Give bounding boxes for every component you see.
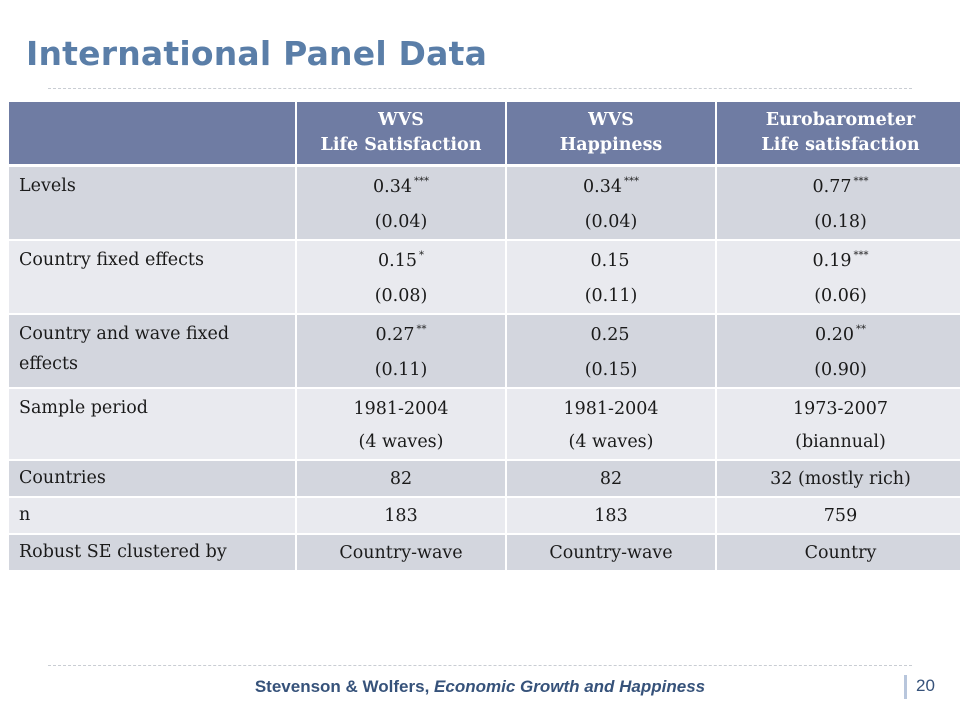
header-line: WVS [588, 110, 634, 130]
table-cell: 183 [506, 497, 717, 535]
significance-stars: ** [855, 324, 866, 335]
results-table: WVS Life Satisfaction WVS Happiness Euro… [9, 102, 960, 572]
row-label: Robust SE clustered by [9, 534, 297, 572]
header-cell-wvs-happiness: WVS Happiness [506, 102, 717, 167]
coefficient: 0.15 [590, 251, 630, 271]
header-cell-wvs-life-satisfaction: WVS Life Satisfaction [296, 102, 507, 167]
table-cell: 1981-2004 (4 waves) [296, 388, 507, 461]
footer-book-title: Economic Growth and Happiness [434, 677, 706, 696]
row-label: Country fixed effects [9, 240, 297, 315]
coefficient: 0.34 [373, 177, 412, 197]
table-cell: Country-wave [506, 534, 717, 572]
significance-stars: *** [413, 176, 429, 187]
table-row: Country fixed effects 0.15 * (0.08) 0.15 (0… [9, 240, 960, 315]
table-cell: 0.25 (0.15) [506, 314, 717, 389]
table-cell: 82 [506, 460, 717, 498]
table-cell: 0.19 *** (0.06) [716, 240, 960, 315]
significance-stars: * [418, 250, 424, 261]
table-row: Countries 82 82 32 (mostly rich) [9, 460, 960, 498]
standard-error: (0.04) [584, 212, 638, 232]
standard-error: (0.04) [374, 212, 428, 232]
coefficient: 0.27 [375, 325, 415, 345]
table-row: n 183 183 759 [9, 497, 960, 535]
row-label: Levels [9, 165, 297, 241]
significance-stars: *** [853, 250, 869, 261]
standard-error: (0.15) [584, 360, 638, 380]
period-range: 1973-2007 [793, 399, 888, 419]
period-range: 1981-2004 [353, 399, 449, 419]
table-cell: 82 [296, 460, 507, 498]
table-cell: 0.15 * (0.08) [296, 240, 507, 315]
header-cell-eurobarometer: Eurobarometer Life satisfaction [716, 102, 960, 167]
row-label: n [9, 497, 297, 535]
footer-citation: Stevenson & Wolfers, Economic Growth and… [0, 677, 960, 697]
header-line: Eurobarometer [765, 110, 916, 130]
header-line: Happiness [559, 135, 663, 155]
coefficient: 0.15 [378, 251, 417, 271]
significance-stars: *** [623, 176, 639, 187]
header-line: WVS [378, 110, 424, 130]
table-header-row: WVS Life Satisfaction WVS Happiness Euro… [9, 102, 960, 167]
coefficient: 0.20 [815, 325, 854, 345]
period-note: (biannual) [795, 432, 886, 452]
significance-stars: *** [853, 176, 869, 187]
table-cell: 0.20 ** (0.90) [716, 314, 960, 389]
header-line: Life satisfaction [761, 135, 920, 155]
coefficient: 0.77 [812, 177, 852, 197]
table-row: Robust SE clustered by Country-wave Coun… [9, 534, 960, 572]
page-number-bar [904, 675, 907, 699]
standard-error: (0.11) [584, 286, 638, 306]
table-row: Sample period 1981-2004 (4 waves) 1981-20… [9, 388, 960, 461]
table-cell: 0.34 *** (0.04) [506, 165, 717, 241]
table-cell: 759 [716, 497, 960, 535]
table-cell: 0.34 *** (0.04) [296, 165, 507, 241]
standard-error: (0.90) [814, 360, 867, 380]
standard-error: (0.06) [814, 286, 867, 306]
table-cell: 0.15 (0.11) [506, 240, 717, 315]
significance-stars: ** [416, 324, 427, 335]
table-row: Country and wave fixed effects 0.27 ** (0.… [9, 314, 960, 389]
table-cell: 32 (mostly rich) [716, 460, 960, 498]
footer-authors: Stevenson & Wolfers, [254, 677, 430, 696]
table-row: Levels 0.34 *** (0.04) 0.34 *** (0.04) 0.77 *… [9, 165, 960, 241]
coefficient: 0.34 [583, 177, 622, 197]
period-note: (4 waves) [358, 432, 444, 452]
table-cell: 0.77 *** (0.18) [716, 165, 960, 241]
standard-error: (0.08) [374, 286, 428, 306]
table-cell: 183 [296, 497, 507, 535]
top-divider [48, 88, 912, 89]
coefficient: 0.25 [590, 325, 630, 345]
page-number: 20 [916, 676, 935, 695]
table-cell: 0.27 ** (0.11) [296, 314, 507, 389]
header-cell-empty [9, 102, 297, 167]
row-label: Countries [9, 460, 297, 498]
table-cell: Country-wave [296, 534, 507, 572]
row-label: Sample period [9, 388, 297, 461]
table-cell: Country [716, 534, 960, 572]
standard-error: (0.18) [814, 212, 867, 232]
standard-error: (0.11) [374, 360, 428, 380]
table-cell: 1981-2004 (4 waves) [506, 388, 717, 461]
slide-title: International Panel Data [26, 34, 488, 73]
bottom-divider [48, 665, 912, 666]
period-note: (4 waves) [568, 432, 654, 452]
period-range: 1981-2004 [563, 399, 659, 419]
row-label: Country and wave fixed effects [9, 314, 297, 389]
coefficient: 0.19 [812, 251, 852, 271]
table-cell: 1973-2007 (biannual) [716, 388, 960, 461]
header-line: Life Satisfaction [320, 135, 482, 155]
